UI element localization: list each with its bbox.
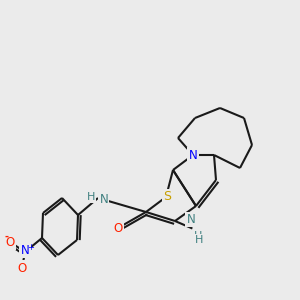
- Text: N: N: [100, 193, 108, 206]
- Text: N: N: [21, 244, 29, 257]
- Text: -: -: [5, 232, 9, 242]
- Text: S: S: [164, 190, 172, 203]
- Text: H: H: [194, 231, 202, 241]
- Text: H: H: [87, 191, 95, 202]
- Text: +: +: [28, 243, 34, 252]
- Text: N: N: [189, 148, 197, 161]
- Text: O: O: [17, 262, 27, 275]
- Text: O: O: [113, 221, 123, 235]
- Text: O: O: [5, 236, 15, 248]
- Text: H: H: [195, 235, 203, 245]
- Text: N: N: [187, 213, 195, 226]
